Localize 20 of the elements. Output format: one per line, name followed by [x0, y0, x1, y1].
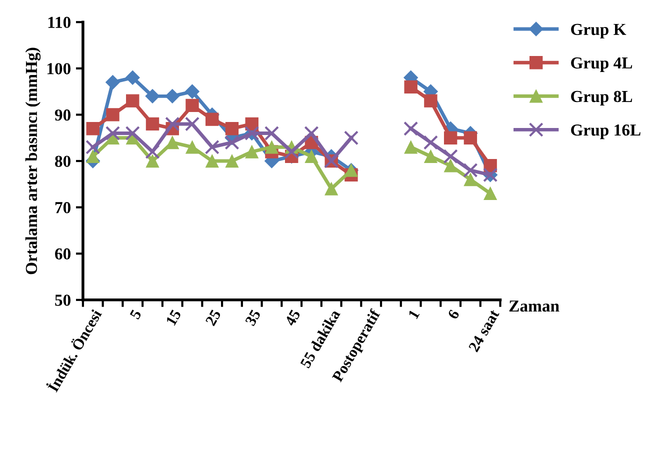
legend-label: Grup K: [571, 24, 626, 38]
y-tick-label: 100: [47, 63, 71, 74]
y-tick-label: 80: [55, 156, 71, 167]
y-tick-label: 70: [55, 202, 71, 214]
x-axis-title: Zaman: [509, 300, 560, 312]
x-tick-label: 6: [447, 308, 460, 320]
x-tick-label: 35: [244, 308, 261, 326]
x-tick-label: 5: [130, 309, 142, 320]
y-tick-label: 110: [48, 16, 71, 28]
x-tick-label: 15: [166, 308, 182, 326]
y-tick-label: 50: [55, 294, 71, 306]
y-tick-label: 90: [54, 109, 71, 121]
legend-label: Grup 16L: [571, 124, 640, 140]
y-tick-label: 60: [55, 248, 71, 260]
x-tick-label: 25: [205, 308, 222, 326]
legend-label: Grup 4L: [571, 57, 632, 72]
legend-label: Grup 8L: [571, 90, 632, 106]
x-tick-label: 45: [284, 309, 301, 327]
y-axis-title: Ortalama arter basıncı (mmHg): [25, 48, 41, 274]
x-tick-label: 1: [408, 309, 420, 320]
